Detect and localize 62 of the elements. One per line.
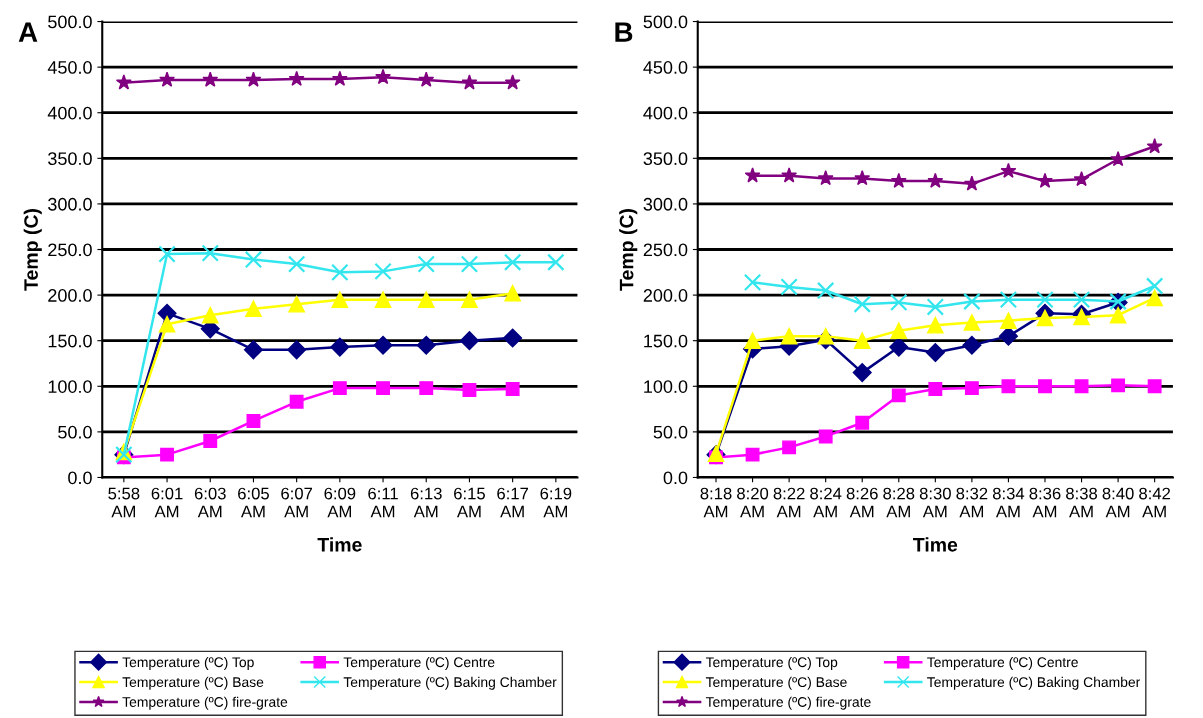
x-tick-label: 8:28 AM [883, 487, 915, 518]
legend-label: Temperature (ºC) Base [122, 676, 264, 690]
x-tick-label: 8:20 AM [737, 487, 769, 518]
x-tick-label: 6:15 AM [454, 487, 485, 518]
y-tick-label: 200.0 [643, 289, 688, 302]
y-tick-label: 500.0 [48, 15, 92, 29]
y-tick-label: 150.0 [48, 334, 92, 348]
y-tick-label: 300.0 [48, 197, 92, 211]
x-tick-label: 8:36 AM [1029, 487, 1061, 518]
x-tick-label: 8:34 AM [992, 487, 1025, 518]
legend-label: Temperature (ºC) Baking Chamber [927, 676, 1141, 690]
x-tick-label: 6:11 AM [368, 487, 398, 518]
y-tick-label: 350.0 [48, 152, 92, 166]
x-tick-label: 6:01 AM [151, 487, 183, 518]
y-tick-label: 350.0 [643, 152, 688, 166]
legend-label: Temperature (ºC) Baking Chamber [343, 676, 557, 690]
y-tick-label: 100.0 [644, 380, 688, 393]
legend-label: Temperature (ºC) Centre [343, 656, 495, 670]
x-tick-label: 6:17 AM [497, 487, 529, 518]
x-tick-label: 8:24 AM [810, 487, 842, 518]
x-tick-label: 8:18 AM [700, 487, 732, 518]
x-axis-title: Time [913, 537, 958, 552]
y-tick-label: 0.0 [68, 471, 92, 485]
y-tick-label: 100.0 [48, 380, 92, 393]
y-tick-label: 300.0 [643, 197, 688, 211]
y-axis-title: Temp (C) [23, 209, 42, 291]
x-tick-label: 5:58 AM [108, 487, 140, 518]
legend-label: Temperature (ºC) fire-grate [122, 696, 288, 710]
x-tick-label: 8:30 AM [919, 487, 951, 518]
y-tick-label: 50.0 [58, 425, 92, 439]
y-tick-label: 400.0 [643, 106, 688, 120]
x-tick-label: 6:05 AM [238, 487, 269, 518]
x-axis-title: Time [317, 537, 362, 552]
y-tick-label: 450.0 [47, 61, 92, 74]
legend-label: Temperature (ºC) Base [705, 676, 847, 690]
y-tick-label: 200.0 [48, 289, 92, 302]
y-tick-label: 0.0 [663, 471, 688, 485]
y-tick-label: 400.0 [47, 106, 92, 120]
chart-title: A [18, 22, 38, 42]
y-tick-label: 50.0 [653, 425, 688, 439]
x-tick-label: 8:22 AM [773, 487, 805, 518]
x-tick-label: 8:26 AM [846, 487, 878, 518]
x-tick-label: 6:13 AM [410, 487, 442, 518]
legend-label: Temperature (ºC) fire-grate [705, 696, 871, 710]
y-tick-label: 250.0 [643, 243, 688, 257]
x-tick-label: 6:03 AM [194, 487, 226, 518]
x-tick-label: 8:42 AM [1139, 487, 1171, 518]
chart-title: B [615, 22, 633, 42]
x-tick-label: 8:32 AM [956, 487, 988, 518]
x-tick-label: 6:07 AM [281, 487, 313, 518]
x-tick-label: 8:38 AM [1066, 487, 1098, 518]
y-tick-label: 450.0 [643, 61, 688, 74]
y-tick-label: 150.0 [644, 334, 688, 348]
y-axis-title: Temp (C) [619, 209, 638, 291]
x-tick-label: 6:09 AM [324, 487, 356, 518]
x-tick-label: 8:40 AM [1102, 487, 1134, 518]
legend-label: Temperature (ºC) Top [122, 656, 254, 670]
legend-label: Temperature (ºC) Top [705, 656, 838, 670]
legend-label: Temperature (ºC) Centre [927, 656, 1078, 670]
y-tick-label: 500.0 [643, 15, 688, 29]
y-tick-label: 250.0 [48, 243, 92, 257]
x-tick-label: 6:19 AM [540, 487, 572, 518]
